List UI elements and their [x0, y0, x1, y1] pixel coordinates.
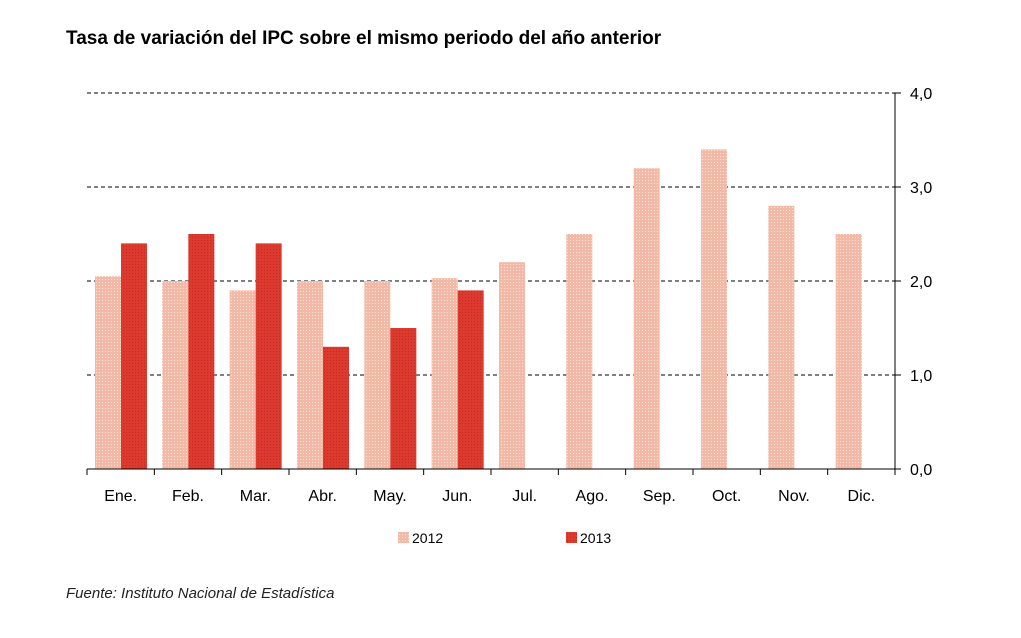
- source-note: Fuente: Instituto Nacional de Estadístic…: [66, 585, 335, 602]
- bar-2012-11: [768, 205, 795, 470]
- bar-2013-1: [121, 243, 147, 469]
- bar-2012-12: [835, 234, 862, 469]
- bar-2012-6: [431, 278, 458, 469]
- x-tick-label: Ago.: [576, 488, 609, 505]
- x-tick-label: Mar.: [240, 488, 271, 505]
- axes: 0,0 1,0 2,0 3,0 4,0 Ene. Feb. Mar. Abr. May. Jun. J…: [86, 86, 932, 505]
- x-tick-label: Jun.: [442, 488, 472, 505]
- bar-2013-2: [188, 234, 215, 469]
- x-tick-label: May.: [373, 488, 406, 505]
- bar-2012-1: [95, 276, 121, 469]
- bar-2012-4: [297, 281, 323, 469]
- y-tick-label: 1,0: [910, 368, 932, 385]
- y-tick-label: 3,0: [910, 180, 932, 197]
- y-tick-label: 4,0: [910, 86, 932, 103]
- bar-2012-5: [364, 281, 391, 469]
- bar-2012-8: [566, 234, 593, 469]
- chart-title: Tasa de variación del IPC sobre el mismo…: [66, 28, 662, 49]
- x-tick-label: Abr.: [308, 488, 336, 505]
- legend-label-2012: 2012: [412, 530, 443, 546]
- legend-label-2013: 2013: [580, 530, 611, 546]
- x-tick-label: Nov.: [778, 488, 810, 505]
- gridlines: [87, 92, 895, 376]
- bar-2013-6: [457, 290, 484, 469]
- bar-2012-7: [499, 262, 525, 469]
- bar-2013-5: [390, 328, 417, 469]
- y-tick-label: 0,0: [910, 462, 932, 479]
- bar-2012-9: [633, 168, 660, 469]
- bar-2012-3: [229, 290, 256, 469]
- legend-swatch-2012: [398, 532, 409, 543]
- x-tick-label: Sep.: [643, 488, 676, 505]
- x-tick-label: Ene.: [104, 488, 137, 505]
- legend: 2012 2013: [398, 530, 611, 546]
- x-tick-label: Feb.: [172, 488, 204, 505]
- x-tick-label: Oct.: [712, 488, 741, 505]
- x-tick-label: Dic.: [848, 488, 876, 505]
- bars: [95, 149, 862, 470]
- bar-2013-4: [323, 346, 349, 469]
- x-tick-label: Jul.: [512, 488, 537, 505]
- bar-2012-2: [162, 281, 189, 469]
- legend-swatch-2013: [566, 532, 577, 543]
- bar-2012-10: [701, 149, 727, 469]
- bar-2013-3: [255, 243, 282, 469]
- y-tick-label: 2,0: [910, 274, 932, 291]
